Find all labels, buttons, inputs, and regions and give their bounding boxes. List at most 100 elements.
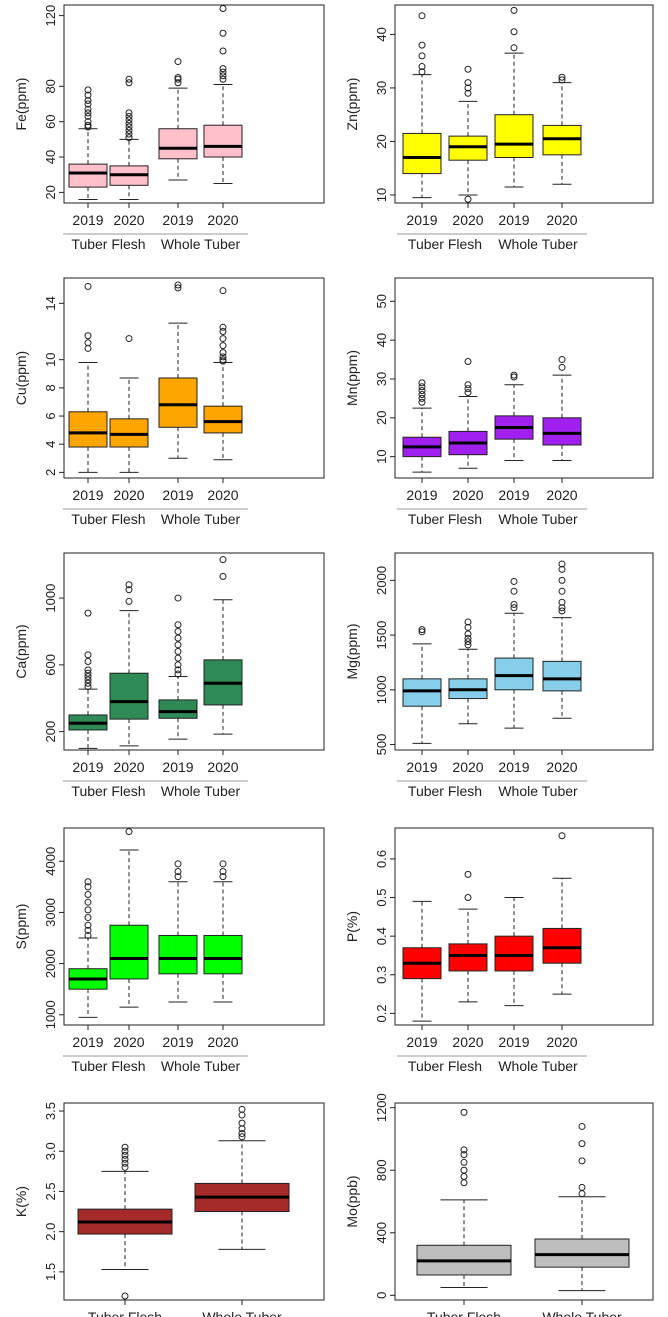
chart-panel-k: 1.5 2.0 2.5 3.0 3.5 K(%) Tuber Flesh Whole Tube… — [13, 1102, 325, 1317]
outlier-point — [510, 587, 518, 595]
outlier-point — [174, 654, 182, 662]
outlier-point — [174, 873, 182, 881]
box-4 — [542, 356, 582, 462]
outlier-point — [84, 282, 92, 290]
y-tick-label: 20 — [43, 185, 58, 199]
outlier-point — [84, 666, 92, 674]
y-tick-label: 20 — [374, 411, 389, 425]
outlier-point — [174, 641, 182, 649]
box-iqr — [158, 699, 198, 719]
outlier-point — [418, 391, 426, 399]
group-label: Whole Tuber — [498, 783, 578, 799]
y-axis-label: K(%) — [13, 1186, 29, 1217]
box-iqr — [68, 411, 108, 448]
y-tick-label: 1.5 — [43, 1263, 58, 1281]
y-tick-label: 80 — [43, 79, 58, 93]
chart-panel-moppb: 0 400 800 1200 Mo(ppb) Tuber Flesh Whole Tuber — [344, 1093, 654, 1317]
outlier-point — [219, 328, 227, 336]
chart-panel-znppm: 10 20 30 40 Zn(ppm) 2019 2020 2019 2020 Tuber Fle… — [344, 4, 654, 252]
plot-frame — [63, 827, 325, 1026]
outlier-point — [84, 921, 92, 929]
y-tick-label: 10 — [374, 449, 389, 463]
outlier-point — [84, 651, 92, 659]
outlier-point — [238, 1105, 246, 1113]
outlier-point — [125, 79, 133, 87]
chart-panel-mgppm: 500 1000 1500 2000 Mg(ppm) 2019 2020 2019 2020 Tu… — [344, 552, 654, 799]
outlier-point — [125, 123, 133, 131]
y-tick-label: 60 — [43, 114, 58, 128]
box-iqr — [494, 935, 534, 972]
outlier-point — [418, 628, 426, 636]
x-tick-label: Tuber Flesh — [427, 1309, 501, 1317]
box-iqr — [494, 114, 534, 159]
box-4 — [203, 860, 243, 1003]
box-iqr — [203, 405, 243, 434]
outlier-point — [84, 91, 92, 99]
y-tick-label: 120 — [43, 5, 58, 27]
outlier-point — [219, 72, 227, 80]
outlier-point — [219, 556, 227, 564]
x-tick-label: 2020 — [113, 212, 144, 228]
box-2 — [448, 65, 488, 203]
x-tick-label: 2020 — [452, 487, 483, 503]
outlier-point — [219, 860, 227, 868]
x-tick-label: 2019 — [498, 759, 529, 775]
x-tick-label: 2019 — [406, 212, 437, 228]
y-tick-label: 1200 — [374, 1093, 389, 1122]
outlier-point — [464, 623, 472, 631]
y-tick-label: 1000 — [43, 584, 58, 613]
outlier-point — [84, 676, 92, 684]
outlier-point — [84, 926, 92, 934]
x-tick-label: 2020 — [113, 487, 144, 503]
group-label: Tuber Flesh — [408, 511, 482, 527]
outlier-point — [84, 914, 92, 922]
box-iqr — [109, 672, 149, 720]
box-3 — [494, 6, 534, 188]
box-1 — [77, 1143, 173, 1300]
outlier-point — [174, 627, 182, 635]
outlier-point — [578, 1190, 586, 1198]
outlier-point — [121, 1159, 129, 1167]
outlier-point — [84, 891, 92, 899]
y-tick-label: 0.2 — [374, 1004, 389, 1022]
outlier-point — [84, 683, 92, 691]
outlier-point — [84, 673, 92, 681]
outlier-point — [558, 832, 566, 840]
outlier-point — [460, 1151, 468, 1159]
outlier-point — [418, 626, 426, 634]
outlier-point — [418, 52, 426, 60]
outlier-point — [219, 867, 227, 875]
outlier-point — [219, 342, 227, 350]
y-tick-label: 10 — [374, 188, 389, 202]
outlier-point — [174, 648, 182, 655]
y-axis-label: Ca(ppm) — [13, 624, 29, 678]
box-1 — [402, 626, 442, 744]
outlier-point — [464, 870, 472, 878]
outlier-point — [464, 357, 472, 365]
x-tick-label: 2020 — [452, 212, 483, 228]
x-tick-label: 2020 — [546, 1034, 577, 1050]
y-tick-label: 4000 — [43, 847, 58, 876]
outlier-point — [219, 75, 227, 83]
box-iqr — [402, 678, 442, 707]
box-3 — [158, 281, 198, 459]
outlier-point — [121, 1147, 129, 1155]
box-iqr — [203, 934, 243, 975]
box-iqr — [68, 163, 108, 188]
outlier-point — [84, 118, 92, 126]
box-2 — [448, 870, 488, 1003]
x-tick-label: 2019 — [162, 212, 193, 228]
outlier-point — [174, 621, 182, 629]
box-iqr — [542, 417, 582, 446]
outlier-point — [174, 867, 182, 875]
x-tick-label: 2019 — [498, 1034, 529, 1050]
y-tick-label: 0.6 — [374, 850, 389, 868]
outlier-point — [219, 356, 227, 364]
outlier-point — [464, 618, 472, 626]
outlier-point — [174, 281, 182, 289]
y-tick-label: 2.5 — [43, 1182, 58, 1200]
y-tick-label: 1500 — [374, 621, 389, 650]
x-tick-label: 2019 — [406, 487, 437, 503]
outlier-point — [84, 121, 92, 129]
